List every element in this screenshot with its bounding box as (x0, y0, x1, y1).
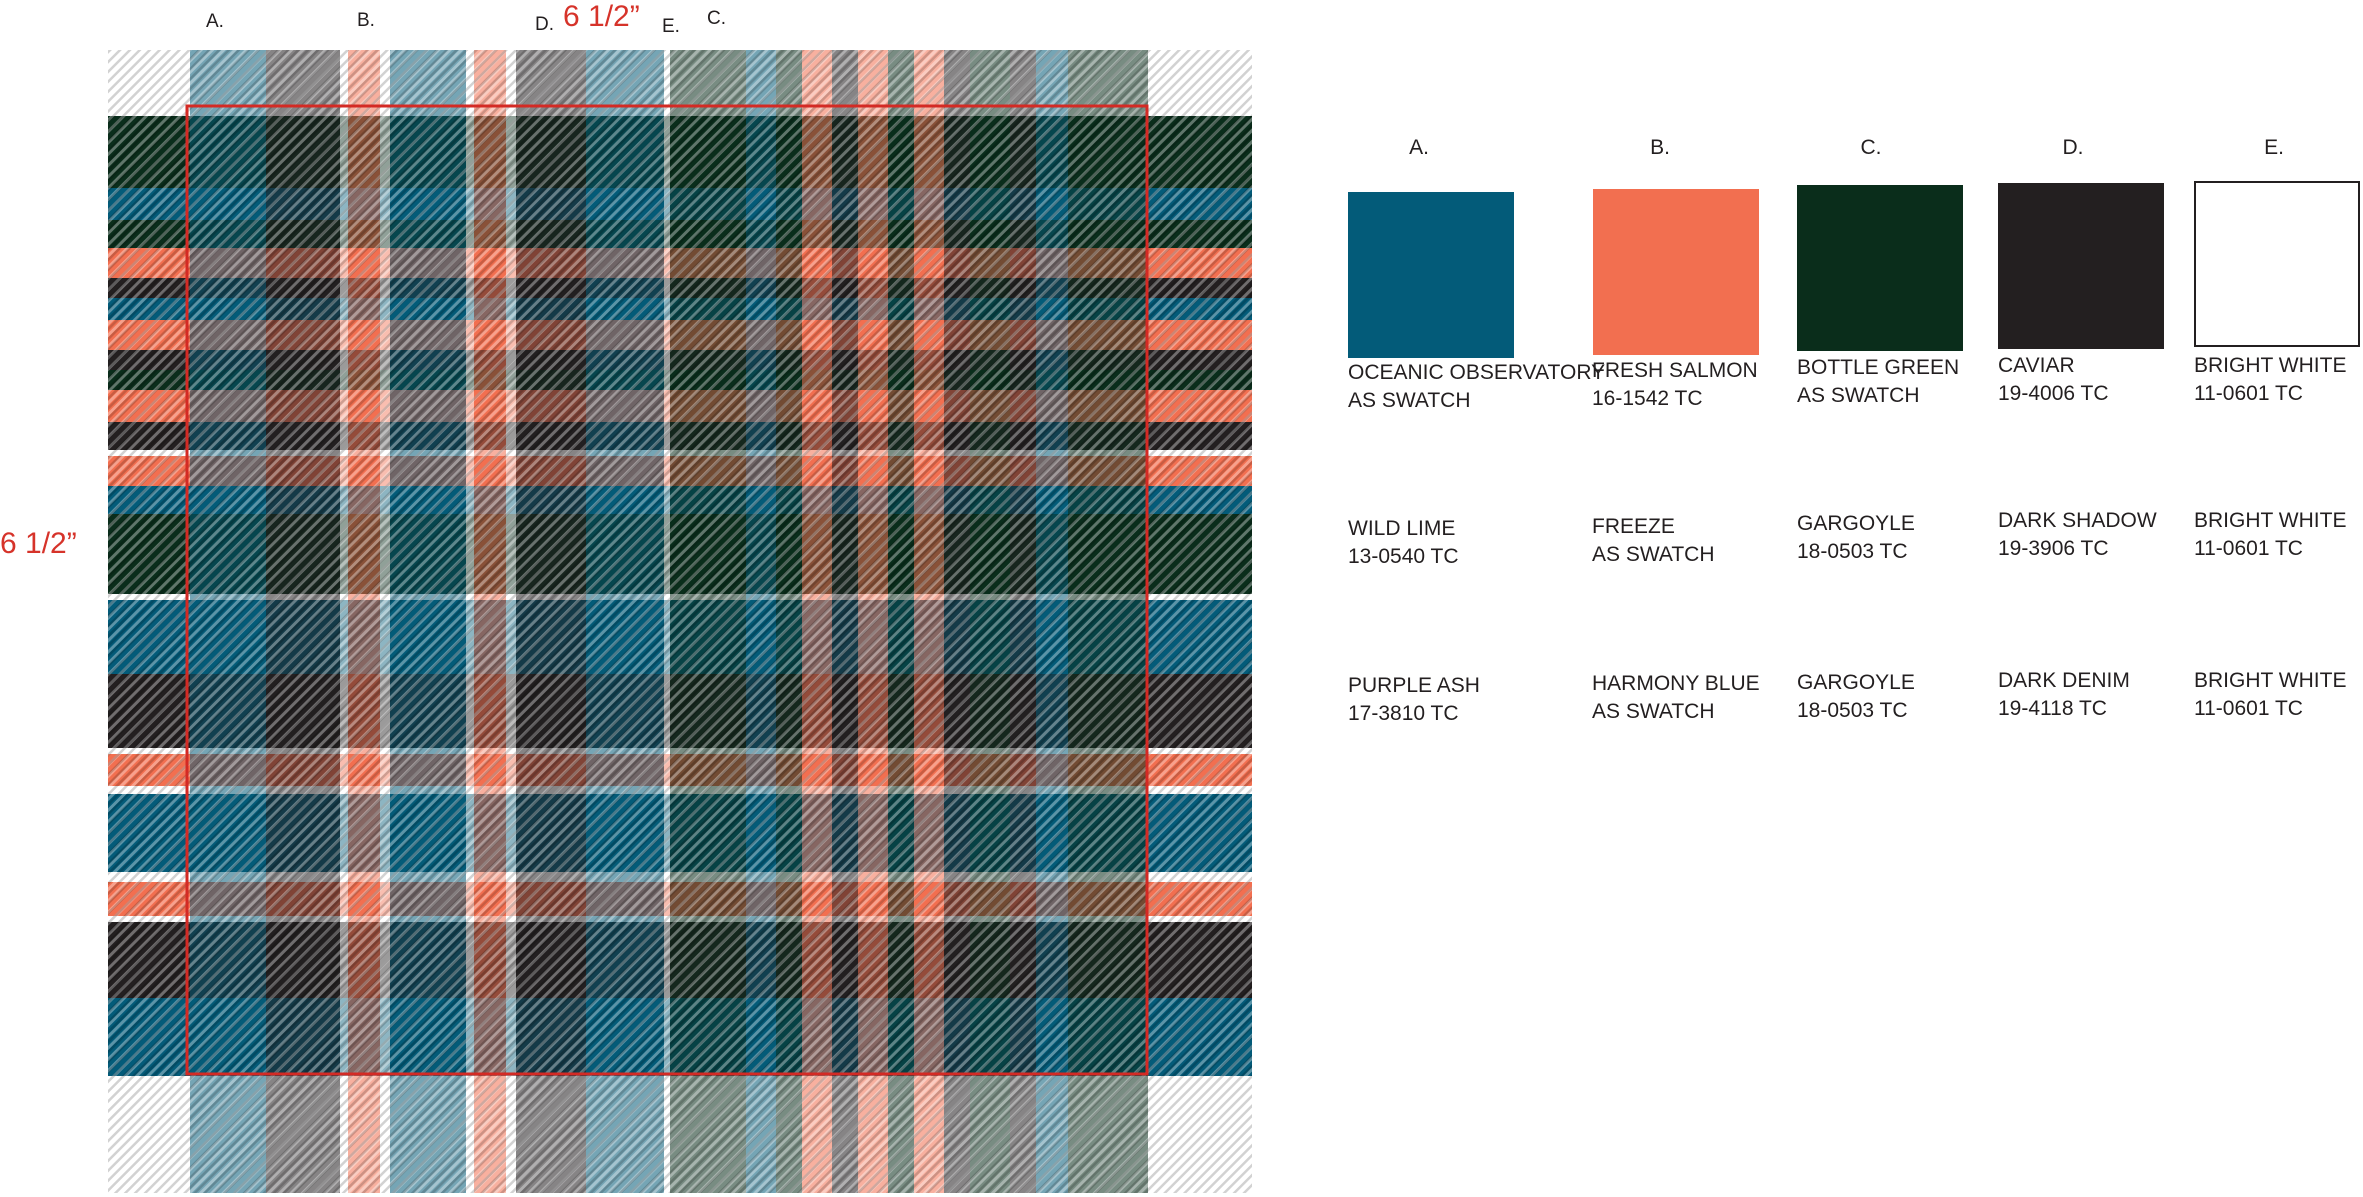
colorway-3-color-b: HARMONY BLUE AS SWATCH (1592, 670, 1760, 726)
color-code: 16-1542 TC (1592, 387, 1703, 410)
color-name: GARGOYLE (1797, 512, 1915, 535)
color-code: AS SWATCH (1592, 700, 1715, 723)
swatch-bottle-green (1797, 185, 1963, 351)
colorway-3-color-c: GARGOYLE 18-0503 TC (1797, 669, 1915, 725)
palette-header-b: B. (1650, 136, 1670, 159)
colorway-1-color-d: CAVIAR 19-4006 TC (1998, 352, 2109, 408)
plaid-artwork (108, 50, 1252, 1193)
color-name: BRIGHT WHITE (2194, 669, 2347, 692)
color-name: BRIGHT WHITE (2194, 509, 2347, 532)
palette-header-e: E. (2264, 136, 2284, 159)
color-code: 18-0503 TC (1797, 540, 1908, 563)
color-name: BOTTLE GREEN (1797, 356, 1960, 379)
colorway-1-color-b: FRESH SALMON 16-1542 TC (1592, 357, 1758, 413)
color-name: WILD LIME (1348, 517, 1456, 540)
width-dimension: 6 1/2” (563, 0, 640, 33)
color-code: 19-3906 TC (1998, 537, 2109, 560)
colorway-2-color-d: DARK SHADOW 19-3906 TC (1998, 507, 2157, 563)
plaid-column-label-e: E. (662, 16, 680, 37)
color-code: 11-0601 TC (2194, 382, 2303, 405)
color-name: BRIGHT WHITE (2194, 354, 2347, 377)
color-code: AS SWATCH (1592, 543, 1715, 566)
colorway-2-color-b: FREEZE AS SWATCH (1592, 513, 1715, 569)
colorway-3-color-d: DARK DENIM 19-4118 TC (1998, 667, 2130, 723)
plaid-column-label-b: B. (357, 10, 375, 31)
palette-header-d: D. (2062, 136, 2084, 159)
colorway-1-color-c: BOTTLE GREEN AS SWATCH (1797, 354, 1959, 410)
swatch-fresh-salmon (1593, 189, 1759, 355)
color-name: HARMONY BLUE (1592, 672, 1760, 695)
colorway-3-color-a: PURPLE ASH 17-3810 TC (1348, 672, 1480, 728)
swatch-caviar (1998, 183, 2164, 349)
color-name: OCEANIC OBSERVATORY (1348, 361, 1606, 384)
colorway-1-color-e: BRIGHT WHITE 11-0601 TC (2194, 352, 2346, 408)
color-code: 11-0601 TC (2194, 697, 2303, 720)
plaid-column-label-c: C. (707, 8, 726, 29)
colorway-3-color-e: BRIGHT WHITE 11-0601 TC (2194, 667, 2346, 723)
color-name: GARGOYLE (1797, 671, 1915, 694)
color-code: AS SWATCH (1797, 384, 1920, 407)
swatch-oceanic-observatory (1348, 192, 1514, 358)
palette-header-c: C. (1860, 136, 1882, 159)
colorway-2-color-c: GARGOYLE 18-0503 TC (1797, 510, 1915, 566)
color-code: 11-0601 TC (2194, 537, 2303, 560)
plaid-column-label-a: A. (206, 11, 224, 32)
color-code: 17-3810 TC (1348, 702, 1459, 725)
color-name: DARK DENIM (1998, 669, 2130, 692)
height-dimension: 6 1/2” (0, 527, 77, 560)
color-code: AS SWATCH (1348, 389, 1471, 412)
plaid-column-label-d: D. (535, 14, 554, 35)
color-name: FRESH SALMON (1592, 359, 1758, 382)
color-name: PURPLE ASH (1348, 674, 1480, 697)
swatch-bright-white (2194, 181, 2360, 347)
twill-texture-shadow (108, 50, 1252, 1193)
repeat-outline (185, 104, 1149, 1076)
color-code: 19-4006 TC (1998, 382, 2109, 405)
color-name: CAVIAR (1998, 354, 2075, 377)
color-code: 19-4118 TC (1998, 697, 2107, 720)
color-code: 13-0540 TC (1348, 545, 1459, 568)
color-name: DARK SHADOW (1998, 509, 2157, 532)
palette-header-a: A. (1409, 136, 1429, 159)
color-name: FREEZE (1592, 515, 1675, 538)
colorway-2-color-e: BRIGHT WHITE 11-0601 TC (2194, 507, 2346, 563)
color-code: 18-0503 TC (1797, 699, 1908, 722)
colorway-2-color-a: WILD LIME 13-0540 TC (1348, 515, 1459, 571)
colorway-1-color-a: OCEANIC OBSERVATORY AS SWATCH (1348, 359, 1605, 415)
